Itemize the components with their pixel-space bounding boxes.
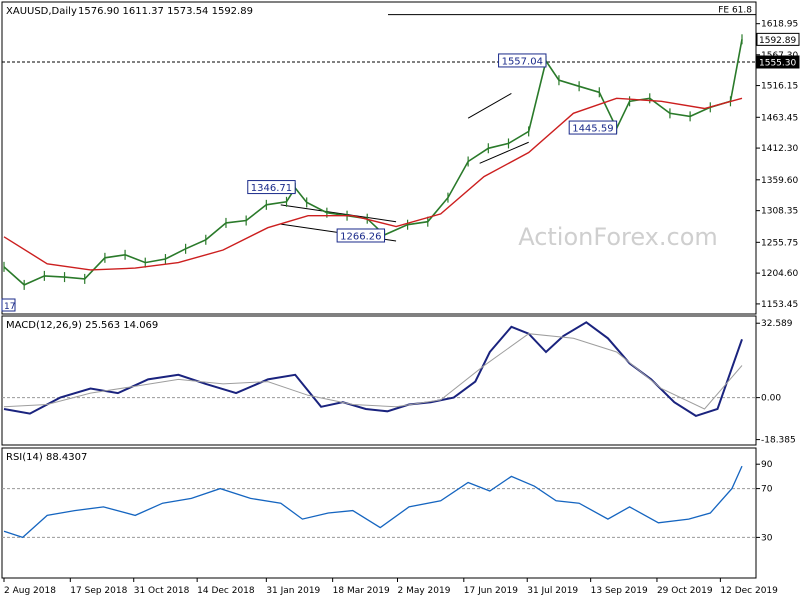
x-tick-label: 31 Jan 2019 [266, 586, 320, 596]
price-ytick-label: 1255.75 [761, 238, 798, 248]
x-tick-label: 14 Dec 2018 [197, 586, 255, 596]
annotation-label: 1346.71 [251, 183, 292, 194]
macd-signal-line [3, 333, 743, 410]
x-tick-label: 17 Sep 2018 [70, 586, 127, 596]
rsi-ytick-label: 70 [761, 485, 773, 495]
x-tick-label: 13 Sep 2019 [591, 586, 648, 596]
fe-label: FE 61.8 [718, 6, 752, 16]
price-ytick-label: 1618.95 [761, 20, 798, 30]
annotation-label: 1557.04 [502, 56, 543, 67]
rsi-ytick-label: 90 [761, 460, 773, 470]
x-tick-label: 2 May 2019 [398, 586, 451, 596]
channel-1-upper [467, 93, 512, 119]
rsi-ytick-label: 30 [761, 533, 773, 543]
rsi-panel [1, 447, 757, 579]
left-edge-label: 17 [4, 302, 15, 312]
price-ytick-label: 1153.45 [761, 300, 798, 310]
x-tick-label: 31 Oct 2018 [134, 586, 190, 596]
channel-1-lower [479, 141, 529, 164]
rsi-title: RSI(14) 88.4307 [6, 452, 87, 463]
macd-title: MACD(12,26,9) 25.563 14.069 [6, 320, 158, 331]
price-ytick-label: 1412.30 [761, 144, 798, 154]
ohlc-values: 1576.90 1611.37 1573.54 1592.89 [78, 6, 253, 17]
x-tick-label: 17 Jun 2019 [464, 586, 518, 596]
left-edge-box [1, 298, 16, 312]
level-box [756, 55, 800, 69]
channel-0-upper [280, 204, 397, 223]
level-box-label: 1555.30 [759, 58, 796, 68]
price-line [3, 39, 743, 286]
x-tick-label: 29 Oct 2019 [657, 586, 713, 596]
price-box-label: 1592.89 [759, 36, 796, 46]
macd-panel [1, 315, 757, 446]
ma-line [3, 97, 743, 271]
price-ytick-label: 1463.45 [761, 113, 798, 123]
x-tick-label: 31 Jul 2019 [527, 586, 578, 596]
price-ytick-label: 1308.35 [761, 207, 798, 217]
rsi-line [3, 465, 743, 539]
price-panel [1, 1, 757, 315]
watermark: ActionForex.com [518, 223, 718, 251]
annotation-box [568, 120, 618, 135]
macd-ytick-label: 32.589 [761, 319, 793, 329]
price-box [756, 32, 800, 46]
price-ytick-label: 1516.15 [761, 82, 798, 92]
annotation-box [247, 180, 296, 195]
price-ytick-label: 1204.60 [761, 269, 798, 279]
x-tick-label: 18 Mar 2019 [333, 586, 390, 596]
annotation-label: 1266.26 [340, 231, 381, 242]
macd-ytick-label: 0.00 [761, 394, 781, 404]
annotation-box [498, 53, 547, 68]
price-ytick-label: 1359.60 [761, 176, 798, 186]
annotation-label: 1445.59 [572, 124, 613, 135]
x-tick-label: 2 Aug 2018 [4, 586, 56, 596]
x-tick-label: 12 Dec 2019 [720, 586, 778, 596]
macd-ytick-label: -18.385 [761, 436, 796, 446]
annotation-box [336, 228, 386, 243]
price-title: XAUUSD,Daily [6, 6, 77, 17]
